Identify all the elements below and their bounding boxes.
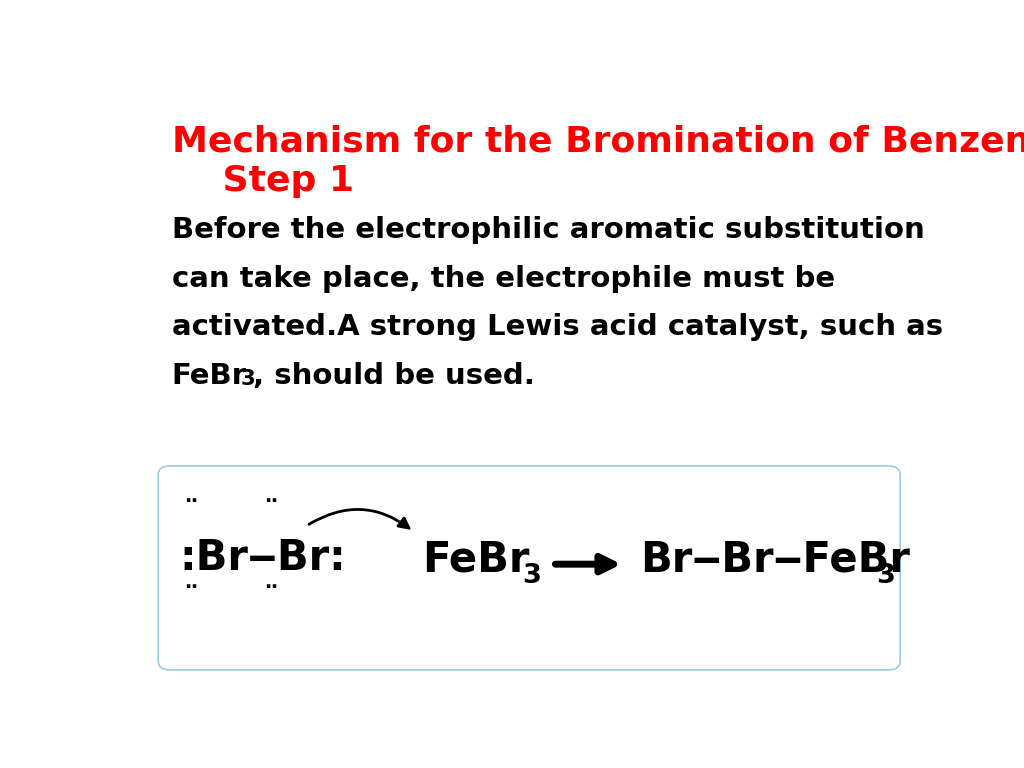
Text: activated.A strong Lewis acid catalyst, such as: activated.A strong Lewis acid catalyst, … [172, 313, 943, 341]
Text: ¨: ¨ [263, 585, 279, 614]
Text: ¨: ¨ [263, 499, 279, 528]
Text: Mechanism for the Bromination of Benzene:: Mechanism for the Bromination of Benzene… [172, 124, 1024, 159]
Text: :Br‒Br:: :Br‒Br: [179, 538, 346, 579]
Text: ¨: ¨ [183, 499, 199, 528]
Text: 3: 3 [877, 563, 895, 589]
Text: Step 1: Step 1 [172, 164, 353, 198]
Text: can take place, the electrophile must be: can take place, the electrophile must be [172, 265, 835, 293]
Text: , should be used.: , should be used. [253, 362, 536, 390]
Text: FeBr: FeBr [422, 538, 529, 581]
Text: Before the electrophilic aromatic substitution: Before the electrophilic aromatic substi… [172, 217, 925, 244]
Text: 3: 3 [522, 563, 542, 589]
FancyBboxPatch shape [158, 466, 900, 670]
FancyArrowPatch shape [555, 556, 613, 572]
Text: Br‒Br‒FeBr: Br‒Br‒FeBr [640, 538, 909, 581]
Text: FeBr: FeBr [172, 362, 247, 390]
Text: 3: 3 [241, 369, 255, 389]
FancyArrowPatch shape [309, 509, 409, 528]
Text: ¨: ¨ [183, 585, 199, 614]
